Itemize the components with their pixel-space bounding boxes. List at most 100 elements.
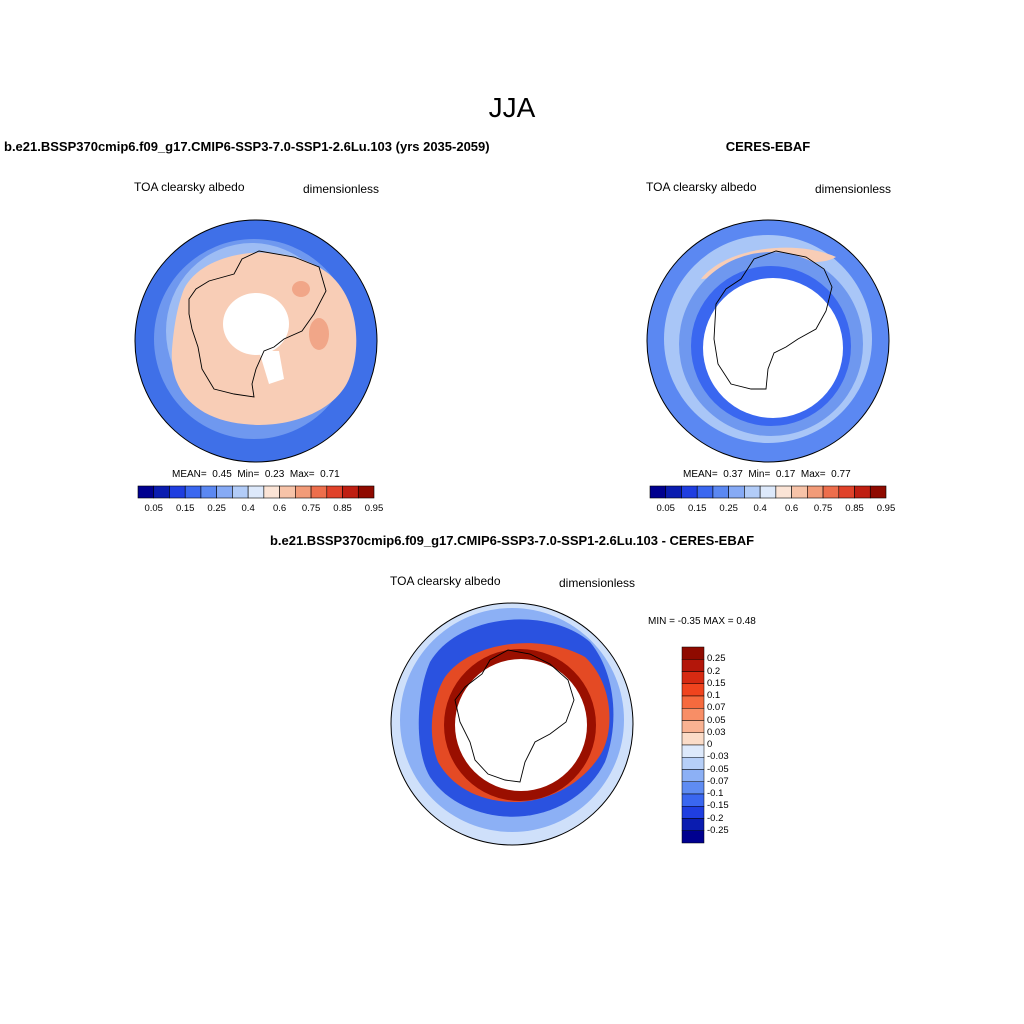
colorbar-swatch bbox=[681, 708, 705, 721]
colorbar-swatch bbox=[681, 646, 705, 660]
colorbar-swatch bbox=[681, 683, 705, 697]
colorbar-swatch bbox=[263, 485, 280, 499]
colorbar-tick-label: 0.75 bbox=[301, 503, 321, 514]
panel-model-colorbar-ticks: 0.05 0.15 0.25 0.4 0.6 0.75 0.85 0.95 bbox=[138, 503, 383, 515]
colorbar-tick-label: 0.6 bbox=[272, 503, 287, 514]
colorbar-tick-label: 0.85 bbox=[333, 503, 352, 514]
panel-model-colorbar bbox=[137, 485, 375, 499]
colorbar-tick-label: 0.25 bbox=[707, 653, 726, 665]
panel-obs-stats: MEAN= 0.37 Min= 0.17 Max= 0.77 bbox=[683, 469, 851, 480]
colorbar-tick-label: 0.05 bbox=[144, 503, 163, 514]
colorbar-tick-label: 0.1 bbox=[707, 690, 721, 701]
obs-map-border bbox=[646, 219, 890, 463]
colorbar-swatch bbox=[169, 485, 186, 499]
colorbar-tick-label: 0.03 bbox=[707, 726, 726, 738]
colorbar-swatch bbox=[854, 485, 871, 499]
colorbar-swatch bbox=[807, 485, 824, 499]
colorbar-swatch bbox=[232, 485, 249, 499]
colorbar-swatch bbox=[184, 485, 202, 499]
colorbar-tick-label: -0.03 bbox=[707, 751, 729, 763]
panel-obs-map bbox=[646, 219, 890, 463]
panel-obs-colorbar bbox=[649, 485, 887, 499]
colorbar-swatch bbox=[247, 485, 265, 499]
obs-field bbox=[647, 220, 889, 462]
colorbar-tick-label: 0.85 bbox=[845, 503, 864, 514]
panel-model-stats: MEAN= 0.45 Min= 0.23 Max= 0.71 bbox=[172, 469, 340, 480]
colorbar-tick-label: 0.25 bbox=[207, 503, 226, 514]
panel-model-map bbox=[134, 219, 378, 463]
colorbar-swatch bbox=[200, 485, 217, 499]
colorbar-swatch bbox=[681, 806, 705, 819]
diff-antarctica-coastline bbox=[454, 649, 575, 783]
panel-obs-units: dimensionless bbox=[815, 182, 892, 196]
colorbar-swatch bbox=[326, 485, 343, 499]
panel-diff-title: b.e21.BSSP370cmip6.f09_g17.CMIP6-SSP3-7.… bbox=[269, 533, 755, 548]
colorbar-swatch bbox=[696, 485, 714, 499]
model-ice-max-patch-north bbox=[292, 281, 310, 297]
colorbar-tick-label: 0.6 bbox=[784, 503, 799, 514]
colorbar-swatch bbox=[744, 485, 761, 499]
panel-obs-colorbar-ticks: 0.05 0.15 0.25 0.4 0.6 0.75 0.85 0.95 bbox=[650, 503, 895, 515]
colorbar-swatch bbox=[681, 818, 705, 831]
colorbar-tick-label: 0.15 bbox=[175, 503, 195, 514]
panel-diff-units: dimensionless bbox=[559, 576, 636, 590]
colorbar-swatch bbox=[681, 671, 705, 684]
colorbar-tick-label: 0.2 bbox=[707, 665, 721, 677]
colorbar-swatch bbox=[775, 485, 792, 499]
colorbar-tick-label: -0.1 bbox=[707, 788, 724, 799]
colorbar-tick-label: -0.25 bbox=[707, 824, 729, 836]
colorbar-swatch bbox=[681, 757, 705, 770]
colorbar-swatch bbox=[295, 485, 312, 499]
colorbar-tick-label: 0.95 bbox=[876, 503, 896, 514]
colorbar-swatch bbox=[681, 744, 705, 758]
model-field bbox=[135, 220, 377, 462]
colorbar-tick-label: 0.4 bbox=[753, 503, 767, 514]
colorbar-swatch bbox=[791, 485, 808, 499]
panel-obs-title: CERES-EBAF bbox=[725, 139, 811, 154]
colorbar-tick-label: -0.05 bbox=[707, 763, 729, 775]
model-antarctica-coastline bbox=[188, 250, 327, 398]
panel-model-title: b.e21.BSSP370cmip6.f09_g17.CMIP6-SSP3-7.… bbox=[4, 139, 490, 154]
colorbar-swatch bbox=[681, 793, 705, 807]
obs-warm-arc-north bbox=[701, 247, 836, 279]
colorbar-tick-label: 0.25 bbox=[719, 503, 738, 514]
colorbar-tick-label: 0.15 bbox=[687, 503, 707, 514]
colorbar-swatch bbox=[681, 732, 705, 746]
diff-field bbox=[391, 603, 633, 845]
colorbar-swatch bbox=[216, 485, 233, 499]
colorbar-tick-label: 0.05 bbox=[656, 503, 675, 514]
colorbar-swatch bbox=[681, 695, 705, 709]
colorbar-tick-label: 0.4 bbox=[241, 503, 255, 514]
model-map-border bbox=[134, 219, 378, 463]
colorbar-swatch bbox=[838, 485, 855, 499]
model-missing-polar bbox=[223, 293, 289, 355]
colorbar-swatch bbox=[137, 485, 155, 499]
panel-diff-minmax: MIN = -0.35 MAX = 0.48 bbox=[648, 616, 756, 627]
colorbar-tick-label: -0.2 bbox=[707, 812, 724, 824]
colorbar-swatch bbox=[869, 485, 887, 499]
colorbar-tick-label: 0.15 bbox=[707, 677, 726, 689]
colorbar-swatch bbox=[681, 659, 705, 672]
panel-model-variable: TOA clearsky albedo bbox=[134, 180, 245, 194]
model-missing-peninsula bbox=[259, 351, 284, 384]
colorbar-tick-label: 0.75 bbox=[813, 503, 833, 514]
colorbar-swatch bbox=[681, 720, 705, 733]
model-ice-max-patch-east bbox=[309, 318, 329, 350]
panel-diff-map bbox=[390, 602, 634, 846]
colorbar-swatch bbox=[681, 485, 698, 499]
colorbar-swatch bbox=[759, 485, 777, 499]
panel-diff-colorbar bbox=[681, 646, 705, 844]
diff-missing-polar bbox=[455, 659, 587, 791]
colorbar-swatch bbox=[310, 485, 328, 499]
colorbar-swatch bbox=[681, 830, 705, 844]
panel-diff-variable: TOA clearsky albedo bbox=[390, 574, 501, 588]
colorbar-tick-label: 0.05 bbox=[707, 714, 726, 726]
colorbar-tick-label: 0 bbox=[707, 739, 713, 750]
colorbar-swatch bbox=[728, 485, 745, 499]
colorbar-tick-label: -0.07 bbox=[707, 775, 729, 787]
colorbar-tick-label: 0.95 bbox=[364, 503, 384, 514]
colorbar-tick-label: -0.15 bbox=[707, 800, 729, 812]
colorbar-swatch bbox=[681, 769, 705, 782]
colorbar-swatch bbox=[342, 485, 359, 499]
colorbar-swatch bbox=[153, 485, 170, 499]
